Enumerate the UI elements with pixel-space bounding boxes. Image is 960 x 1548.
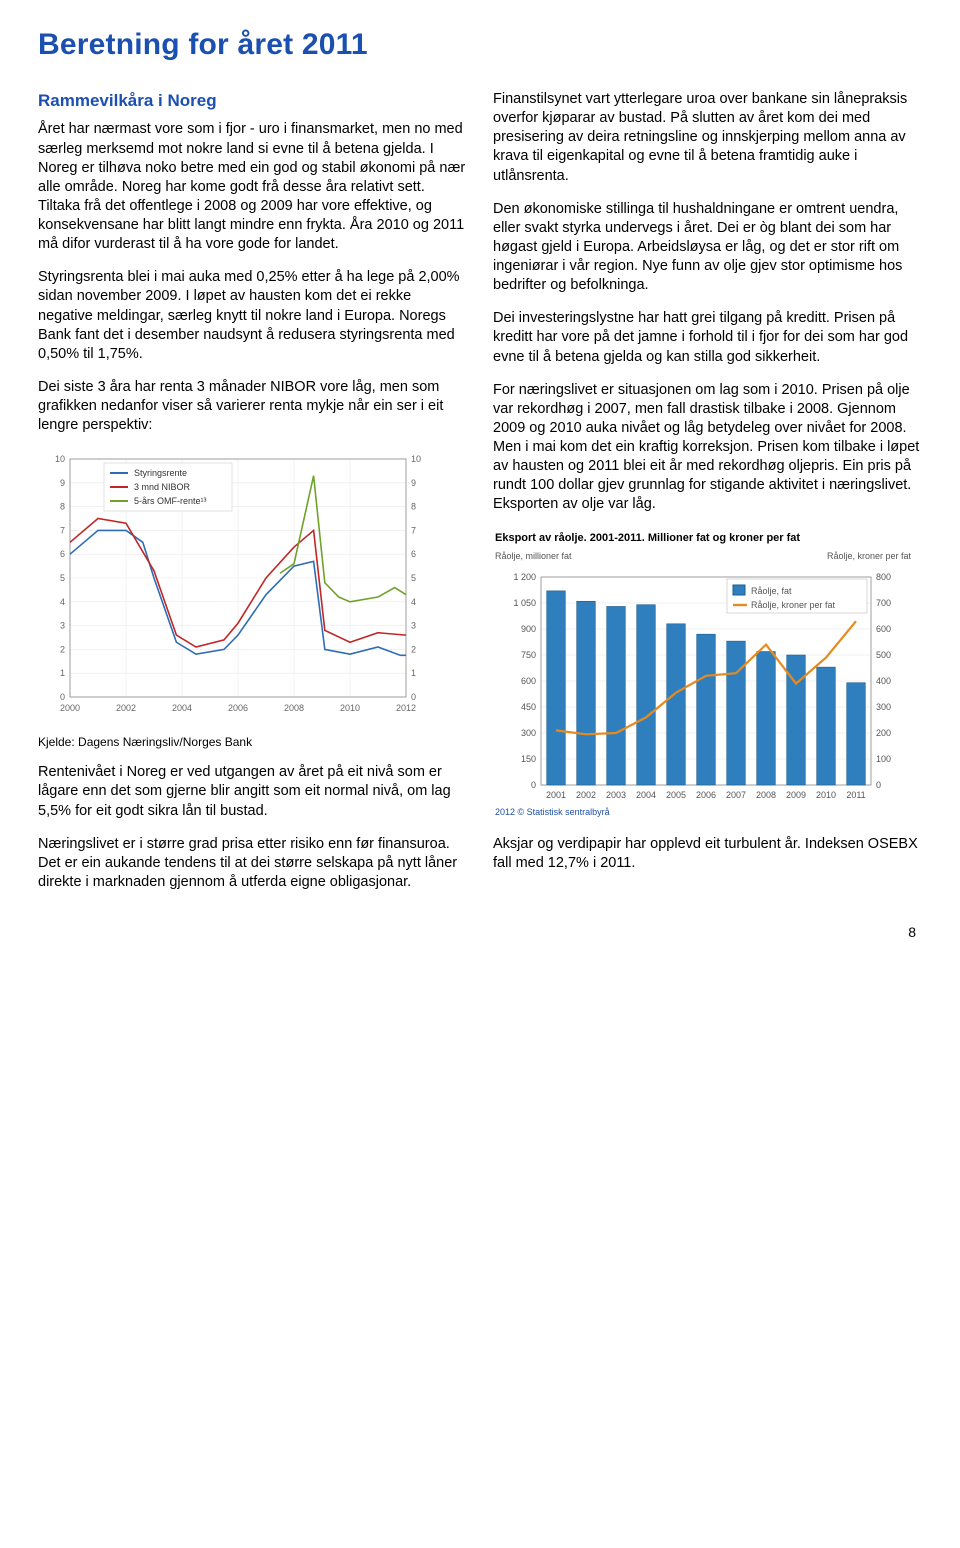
svg-text:2008: 2008 <box>756 790 776 800</box>
oil-export-bar-chart: Eksport av råolje. 2001-2011. Millioner … <box>493 529 922 825</box>
svg-text:2: 2 <box>411 645 416 655</box>
svg-text:1 200: 1 200 <box>513 572 536 582</box>
svg-text:900: 900 <box>521 624 536 634</box>
svg-text:Styringsrente: Styringsrente <box>134 468 187 478</box>
svg-text:2010: 2010 <box>340 703 360 713</box>
svg-text:5: 5 <box>60 573 65 583</box>
left-heading: Rammevilkåra i Noreg <box>38 90 467 112</box>
svg-text:9: 9 <box>411 478 416 488</box>
bar-chart-svg: Eksport av råolje. 2001-2011. Millioner … <box>493 529 913 819</box>
svg-text:0: 0 <box>876 780 881 790</box>
svg-text:2012: 2012 <box>396 703 416 713</box>
svg-text:4: 4 <box>60 597 65 607</box>
svg-text:100: 100 <box>876 754 891 764</box>
svg-text:200: 200 <box>876 728 891 738</box>
svg-text:Råolje, kroner per fat: Råolje, kroner per fat <box>751 600 836 610</box>
svg-text:8: 8 <box>60 502 65 512</box>
svg-text:2001: 2001 <box>546 790 566 800</box>
svg-text:0: 0 <box>60 692 65 702</box>
svg-text:5-års OMF-rente¹³: 5-års OMF-rente¹³ <box>134 496 207 506</box>
svg-text:2010: 2010 <box>816 790 836 800</box>
svg-text:7: 7 <box>411 526 416 536</box>
left-para-2: Styringsrenta blei i mai auka med 0,25% … <box>38 268 467 364</box>
svg-text:Råolje, fat: Råolje, fat <box>751 586 792 596</box>
svg-text:3: 3 <box>60 621 65 631</box>
right-para-3: Dei investeringslystne har hatt grei til… <box>493 309 922 366</box>
svg-text:750: 750 <box>521 650 536 660</box>
svg-text:1: 1 <box>60 669 65 679</box>
svg-text:0: 0 <box>411 692 416 702</box>
svg-text:150: 150 <box>521 754 536 764</box>
svg-text:3 mnd NIBOR: 3 mnd NIBOR <box>134 482 191 492</box>
svg-text:2004: 2004 <box>172 703 192 713</box>
left-para-1: Året har nærmast vore som i fjor - uro i… <box>38 120 467 254</box>
svg-text:700: 700 <box>876 598 891 608</box>
interest-rate-line-chart: 0 0 1 1 2 2 3 3 4 4 5 5 6 6 7 7 8 8 9 9 10 10 2000 2002 2004 2006… <box>38 449 467 725</box>
svg-text:10: 10 <box>411 454 421 464</box>
right-para-4: For næringslivet er situasjonen om lag s… <box>493 381 922 515</box>
svg-text:2009: 2009 <box>786 790 806 800</box>
right-para-1: Finanstilsynet vart ytterlegare uroa ove… <box>493 90 922 186</box>
svg-text:1 050: 1 050 <box>513 598 536 608</box>
svg-text:Råolje, kroner per fat: Råolje, kroner per fat <box>827 551 912 561</box>
svg-text:2012 © Statistisk sentralbyrå: 2012 © Statistisk sentralbyrå <box>495 807 610 817</box>
svg-text:3: 3 <box>411 621 416 631</box>
svg-text:2006: 2006 <box>228 703 248 713</box>
svg-text:450: 450 <box>521 702 536 712</box>
line-chart-svg: 0 0 1 1 2 2 3 3 4 4 5 5 6 6 7 7 8 8 9 9 10 10 2000 2002 2004 2006… <box>38 449 438 719</box>
svg-text:600: 600 <box>876 624 891 634</box>
right-para-2: Den økonomiske stillinga til hushaldning… <box>493 200 922 296</box>
svg-text:1: 1 <box>411 669 416 679</box>
svg-text:2002: 2002 <box>576 790 596 800</box>
svg-text:600: 600 <box>521 676 536 686</box>
svg-text:Eksport av råolje. 2001-2011.: Eksport av råolje. 2001-2011. Millioner … <box>495 532 800 544</box>
svg-text:500: 500 <box>876 650 891 660</box>
svg-text:2005: 2005 <box>666 790 686 800</box>
svg-text:2: 2 <box>60 645 65 655</box>
svg-text:2008: 2008 <box>284 703 304 713</box>
svg-text:2003: 2003 <box>606 790 626 800</box>
svg-text:2000: 2000 <box>60 703 80 713</box>
svg-text:6: 6 <box>411 550 416 560</box>
line-chart-caption: Kjelde: Dagens Næringsliv/Norges Bank <box>38 735 467 751</box>
svg-text:4: 4 <box>411 597 416 607</box>
svg-text:2002: 2002 <box>116 703 136 713</box>
left-para-5: Næringslivet er i større grad prisa ette… <box>38 835 467 892</box>
svg-text:8: 8 <box>411 502 416 512</box>
svg-text:Råolje, millioner fat: Råolje, millioner fat <box>495 551 572 561</box>
svg-text:300: 300 <box>876 702 891 712</box>
right-column: Finanstilsynet vart ytterlegare uroa ove… <box>493 90 922 906</box>
page-title: Beretning for året 2011 <box>38 28 922 62</box>
svg-text:10: 10 <box>55 454 65 464</box>
svg-text:400: 400 <box>876 676 891 686</box>
svg-text:800: 800 <box>876 572 891 582</box>
svg-text:300: 300 <box>521 728 536 738</box>
svg-text:2007: 2007 <box>726 790 746 800</box>
left-column: Rammevilkåra i Noreg Året har nærmast vo… <box>38 90 467 906</box>
svg-text:0: 0 <box>531 780 536 790</box>
left-para-3: Dei siste 3 åra har renta 3 månader NIBO… <box>38 378 467 435</box>
svg-text:2011: 2011 <box>846 790 865 800</box>
page-number: 8 <box>38 924 922 940</box>
svg-text:6: 6 <box>60 550 65 560</box>
svg-text:2006: 2006 <box>696 790 716 800</box>
left-para-4: Rentenivået i Noreg er ved utgangen av å… <box>38 763 467 820</box>
svg-text:5: 5 <box>411 573 416 583</box>
right-para-5: Aksjar og verdipapir har opplevd eit tur… <box>493 835 922 873</box>
svg-text:2004: 2004 <box>636 790 656 800</box>
two-column-layout: Rammevilkåra i Noreg Året har nærmast vo… <box>38 90 922 906</box>
svg-text:7: 7 <box>60 526 65 536</box>
svg-text:9: 9 <box>60 478 65 488</box>
